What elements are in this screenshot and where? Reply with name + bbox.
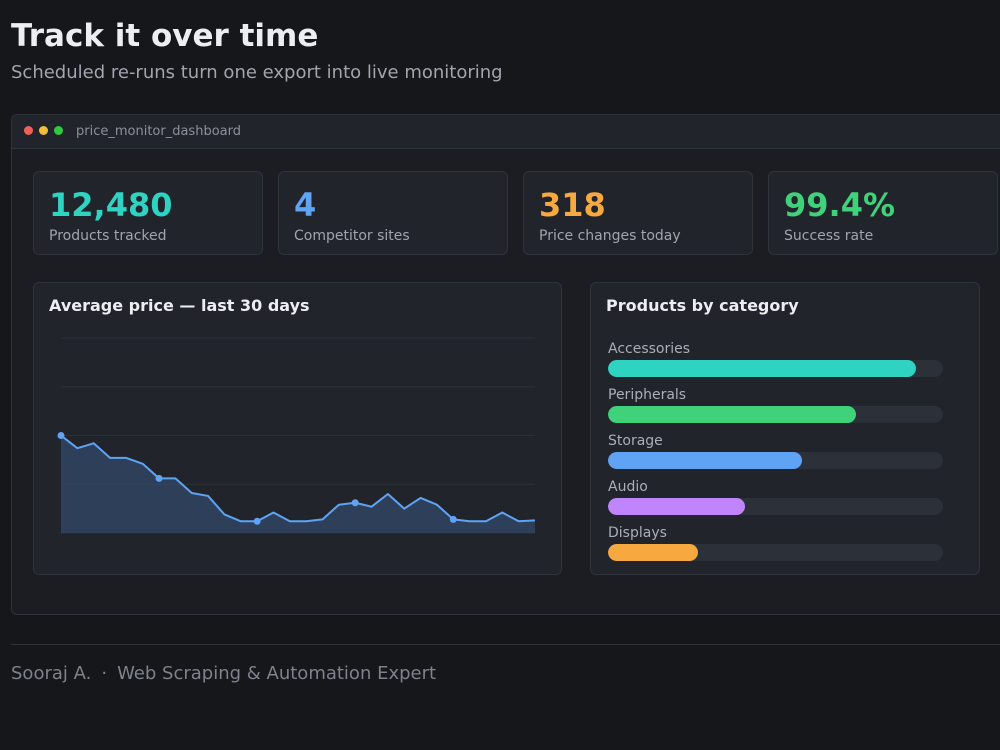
category-panel: Products by category Accessories Peripher… (590, 282, 980, 575)
footer-separator: · (101, 663, 108, 684)
price-data-point (449, 515, 457, 523)
footer-author: Sooraj A. (11, 663, 92, 684)
stat-card-price-changes: 318 Price changes today (523, 171, 753, 255)
price-line-chart (57, 337, 536, 534)
stat-value: 12,480 (49, 186, 173, 224)
category-row-peripherals: Peripherals (608, 387, 943, 427)
category-bar-track (608, 452, 943, 469)
footer-divider (11, 644, 1000, 645)
price-area-fill (61, 435, 535, 533)
category-bar-fill (608, 360, 917, 377)
stat-value: 99.4% (784, 186, 896, 224)
category-bar-track (608, 360, 943, 377)
price-data-point (155, 474, 163, 482)
stat-value: 318 (539, 186, 606, 224)
stat-card-products-tracked: 12,480 Products tracked (33, 171, 263, 255)
price-data-point (253, 517, 261, 525)
category-bar-fill (608, 544, 699, 561)
window-title: price_monitor_dashboard (76, 124, 241, 139)
category-panel-title: Products by category (606, 296, 799, 315)
close-window-dot[interactable] (24, 126, 33, 135)
stat-card-success-rate: 99.4% Success rate (768, 171, 998, 255)
category-label: Storage (608, 433, 663, 449)
page-title: Track it over time (11, 18, 319, 54)
category-bar-track (608, 498, 943, 515)
category-bar-fill (608, 498, 746, 515)
footer-role: Web Scraping & Automation Expert (117, 663, 437, 684)
stat-label: Products tracked (49, 228, 167, 244)
stat-label: Price changes today (539, 228, 681, 244)
category-bar-track (608, 544, 943, 561)
category-row-accessories: Accessories (608, 341, 943, 381)
category-row-audio: Audio (608, 479, 943, 519)
category-bar-track (608, 406, 943, 423)
category-label: Accessories (608, 341, 691, 357)
price-chart-title: Average price — last 30 days (49, 296, 310, 315)
dashboard-window: price_monitor_dashboard 12,480 Products … (11, 114, 1000, 615)
stat-label: Success rate (784, 228, 874, 244)
category-row-displays: Displays (608, 525, 943, 565)
category-label: Peripherals (608, 387, 687, 403)
maximize-window-dot[interactable] (54, 126, 63, 135)
price-chart-panel: Average price — last 30 days (33, 282, 562, 575)
minimize-window-dot[interactable] (39, 126, 48, 135)
category-row-storage: Storage (608, 433, 943, 473)
stat-label: Competitor sites (294, 228, 410, 244)
price-data-point (57, 432, 65, 439)
category-bar-fill (608, 452, 803, 469)
price-data-point (351, 499, 359, 507)
stat-value: 4 (294, 186, 317, 224)
category-label: Audio (608, 479, 648, 495)
category-bar-fill (608, 406, 856, 423)
category-label: Displays (608, 525, 667, 541)
stat-card-competitor-sites: 4 Competitor sites (278, 171, 508, 255)
footer: Sooraj A. · Web Scraping & Automation Expe… (11, 663, 436, 684)
window-titlebar: price_monitor_dashboard (12, 115, 1000, 149)
page-subtitle: Scheduled re-runs turn one export into l… (11, 62, 503, 83)
